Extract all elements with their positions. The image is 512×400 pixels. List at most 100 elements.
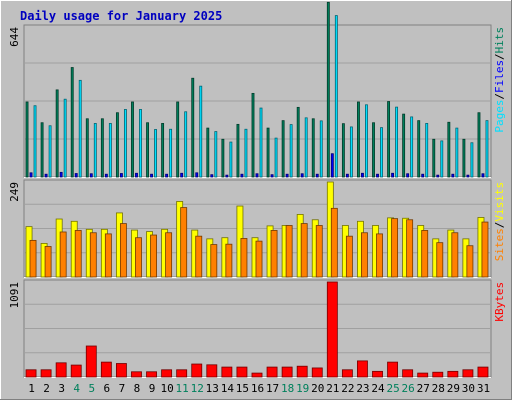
bar-sites-day-9 <box>150 234 157 278</box>
bar-pages-day-23 <box>365 104 368 178</box>
legend-sites: Sites <box>493 228 506 261</box>
panel-3: 1091 KBytes <box>8 279 506 378</box>
bar-sites-day-15 <box>240 238 248 278</box>
bar-hits-day-18 <box>281 120 285 178</box>
bar-kbytes-day-17 <box>266 366 278 378</box>
day-label-6: 6 <box>104 382 111 395</box>
day-label-31: 31 <box>477 382 490 395</box>
bar-hits-day-30 <box>462 138 466 178</box>
bar-pages-day-26 <box>410 116 414 178</box>
bar-pages-day-28 <box>440 140 444 178</box>
day-label-23: 23 <box>356 382 369 395</box>
bar-sites-day-22 <box>345 235 353 278</box>
bar-pages-day-7 <box>123 109 127 178</box>
bar-files-day-29 <box>451 173 455 178</box>
bar-hits-day-19 <box>296 106 300 178</box>
day-label-9: 9 <box>149 382 156 395</box>
bar-kbytes-day-4 <box>70 364 82 378</box>
legend-separator: / <box>493 53 506 60</box>
bar-sites-day-14 <box>225 243 233 278</box>
legend-separator: / <box>493 222 506 229</box>
bar-sites-day-8 <box>135 237 142 278</box>
day-label-16: 16 <box>251 382 264 395</box>
bar-kbytes-day-20 <box>311 367 323 378</box>
bar-pages-day-19 <box>304 117 308 178</box>
day-axis-labels: 1 2 3 4 5 6 7 8 9 10 11 12 13 14 15 16 17 18 19 20 21 22 23 24 2… <box>28 382 490 395</box>
bar-pages-day-25 <box>395 106 399 178</box>
bar-kbytes-day-7 <box>115 363 127 378</box>
bar-pages-day-27 <box>425 123 429 178</box>
day-label-29: 29 <box>447 382 460 395</box>
bar-hits-day-26 <box>402 113 406 178</box>
bar-kbytes-day-29 <box>447 370 459 378</box>
bar-hits-day-29 <box>447 121 451 178</box>
bar-files-day-25 <box>391 172 395 178</box>
bar-files-day-28 <box>436 174 440 178</box>
bar-pages-day-12 <box>199 85 203 178</box>
bar-kbytes-day-9 <box>146 371 157 378</box>
bar-files-day-14 <box>225 174 229 178</box>
day-label-27: 27 <box>417 382 430 395</box>
bar-kbytes-day-12 <box>191 363 203 378</box>
bar-files-day-10 <box>165 173 169 178</box>
day-label-24: 24 <box>371 382 385 395</box>
bar-kbytes-day-15 <box>236 366 248 378</box>
bar-kbytes-day-27 <box>417 372 429 378</box>
bar-sites-day-28 <box>436 242 444 278</box>
bar-sites-day-10 <box>165 232 173 278</box>
bar-hits-day-4 <box>70 67 74 178</box>
bar-files-day-9 <box>150 173 153 178</box>
day-label-14: 14 <box>221 382 235 395</box>
day-label-2: 2 <box>43 382 50 395</box>
day-label-4: 4 <box>73 382 80 395</box>
bar-kbytes-day-26 <box>402 369 414 378</box>
bar-kbytes-day-23 <box>357 360 368 378</box>
bar-kbytes-day-19 <box>296 365 308 378</box>
bar-pages-day-17 <box>274 137 278 178</box>
panel-3-max-label: 1091 <box>8 282 21 309</box>
bar-kbytes-day-24 <box>372 370 383 378</box>
bar-sites-day-4 <box>74 230 82 278</box>
day-label-5: 5 <box>88 382 95 395</box>
bar-hits-day-8 <box>131 101 134 178</box>
bar-files-day-6 <box>104 173 108 178</box>
bar-pages-day-24 <box>380 127 383 178</box>
bar-pages-day-9 <box>154 129 157 178</box>
bar-hits-day-12 <box>191 77 195 178</box>
bar-kbytes-day-21 <box>326 281 338 378</box>
legend-hits: Hits <box>493 27 506 54</box>
bar-hits-day-2 <box>40 122 44 178</box>
bar-sites-day-7 <box>119 223 127 278</box>
bar-hits-day-11 <box>176 101 180 178</box>
bar-kbytes-day-11 <box>176 369 188 378</box>
legend-separator: / <box>493 93 506 100</box>
bar-files-day-13 <box>210 174 214 178</box>
bar-pages-day-15 <box>244 128 248 178</box>
bar-sites-day-25 <box>391 218 399 278</box>
bar-hits-day-22 <box>341 123 345 178</box>
panel-2: 249 Sites/Visits <box>8 179 506 278</box>
bar-sites-day-13 <box>210 244 218 278</box>
bar-pages-day-16 <box>259 107 263 178</box>
day-label-15: 15 <box>236 382 249 395</box>
day-label-7: 7 <box>119 382 126 395</box>
bar-hits-day-16 <box>251 92 255 178</box>
bar-files-day-8 <box>135 172 138 178</box>
bar-hits-day-3 <box>55 89 59 178</box>
bar-files-day-4 <box>74 173 78 178</box>
day-label-8: 8 <box>134 382 141 395</box>
bar-files-day-16 <box>255 173 259 178</box>
bar-kbytes-day-8 <box>131 371 142 378</box>
bar-files-day-2 <box>44 173 48 178</box>
panel-3-legend: KBytes <box>493 282 506 322</box>
panel-1-max-label: 644 <box>8 27 21 47</box>
bar-kbytes-day-13 <box>206 364 218 378</box>
panel-2-legend: Sites/Visits <box>493 182 506 261</box>
day-label-19: 19 <box>296 382 309 395</box>
bar-pages-day-8 <box>139 109 142 178</box>
bar-pages-day-1 <box>33 105 37 178</box>
bar-pages-day-2 <box>48 125 52 178</box>
